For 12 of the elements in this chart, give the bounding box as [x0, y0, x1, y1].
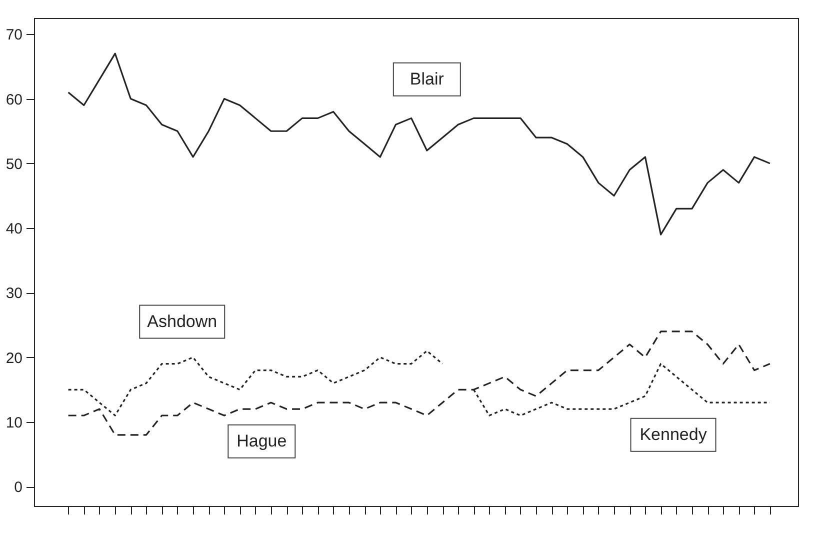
series-label: Blair: [410, 69, 444, 88]
y-tick-label: 10: [6, 414, 22, 432]
y-tick-label: 0: [14, 479, 22, 496]
y-tick-label: 40: [6, 220, 22, 238]
y-tick-label: 60: [6, 91, 22, 108]
y-tick-label: 70: [6, 26, 22, 44]
series-label: Kennedy: [640, 424, 708, 444]
y-tick-label: 30: [6, 285, 22, 302]
y-tick-label: 20: [6, 350, 22, 367]
series-label: Hague: [236, 431, 287, 450]
text: Ashdown: [147, 312, 218, 331]
y-tick-label: 50: [6, 156, 22, 173]
